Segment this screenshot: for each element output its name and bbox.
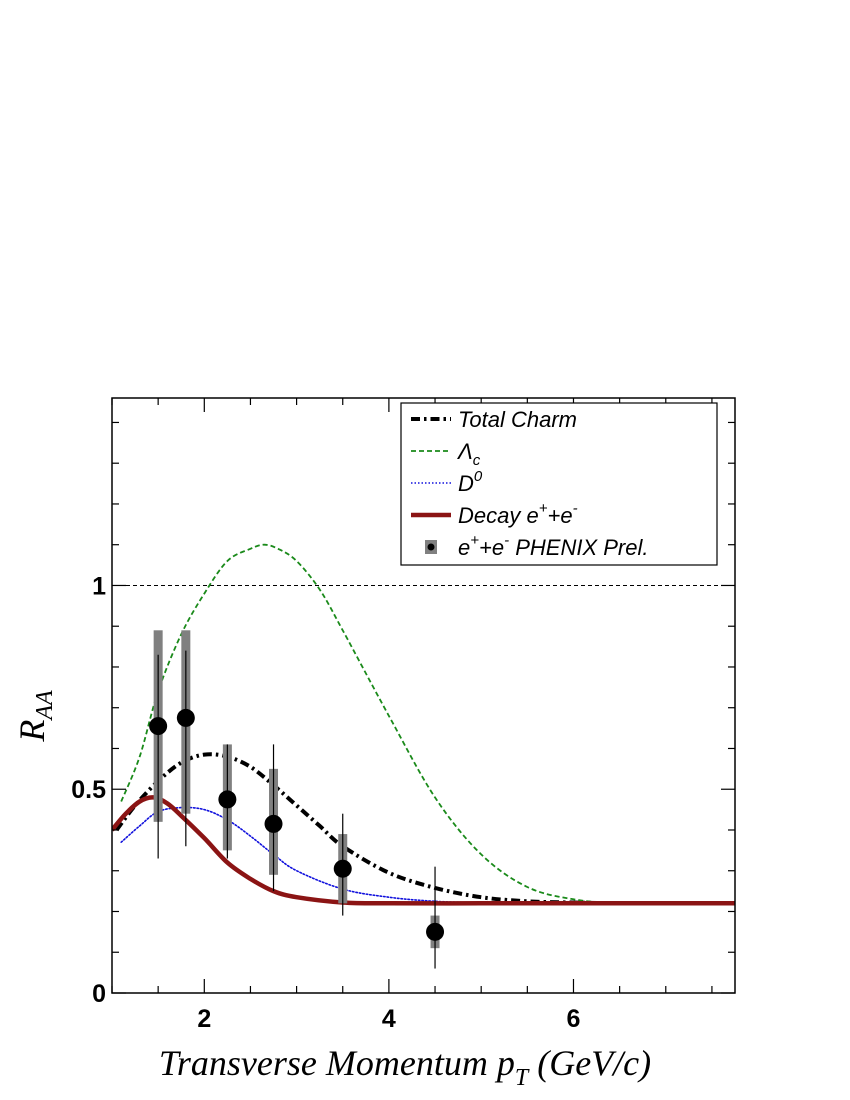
plot-frame: [111, 397, 736, 994]
data-point: [264, 814, 283, 833]
data-point: [176, 708, 195, 727]
x-axis-title-main: Transverse Momentum p: [159, 1043, 515, 1083]
series-line-total-charm: [115, 752, 735, 906]
y-axis-title-main: R: [12, 720, 52, 743]
y-axis-title-sub: AA: [32, 690, 58, 722]
y-tick-label: 0: [92, 980, 106, 1008]
y-tick-label: 1: [92, 572, 106, 600]
data-point: [149, 717, 168, 736]
y-axis-title: RAA: [12, 690, 58, 743]
x-tick-label: 4: [382, 1005, 396, 1033]
legend-label: Decay e++e-: [458, 500, 578, 528]
legend-label: Total Charm: [458, 407, 577, 432]
data-point: [426, 922, 445, 941]
x-tick-label: 6: [567, 1005, 581, 1033]
data-point: [218, 790, 237, 809]
legend-label: Λc: [456, 439, 481, 469]
x-tick-label: 2: [197, 1005, 211, 1033]
series-line-lambda-c: [120, 543, 735, 905]
x-axis-title-sub: T: [515, 1065, 530, 1091]
legend-label: D0: [458, 468, 483, 496]
legend-label: e++e- PHENIX Prel.: [458, 532, 648, 560]
series-line-decay: [112, 795, 735, 906]
series-line-d0: [120, 806, 735, 905]
legend-box: [400, 402, 718, 566]
y-tick-label: 0.5: [71, 776, 106, 804]
data-point: [333, 859, 352, 878]
legend-marker-point: [427, 543, 435, 551]
x-axis-title-unit: (GeV/c): [528, 1043, 651, 1083]
x-axis-title: Transverse Momentum pT (GeV/c): [159, 1043, 651, 1091]
